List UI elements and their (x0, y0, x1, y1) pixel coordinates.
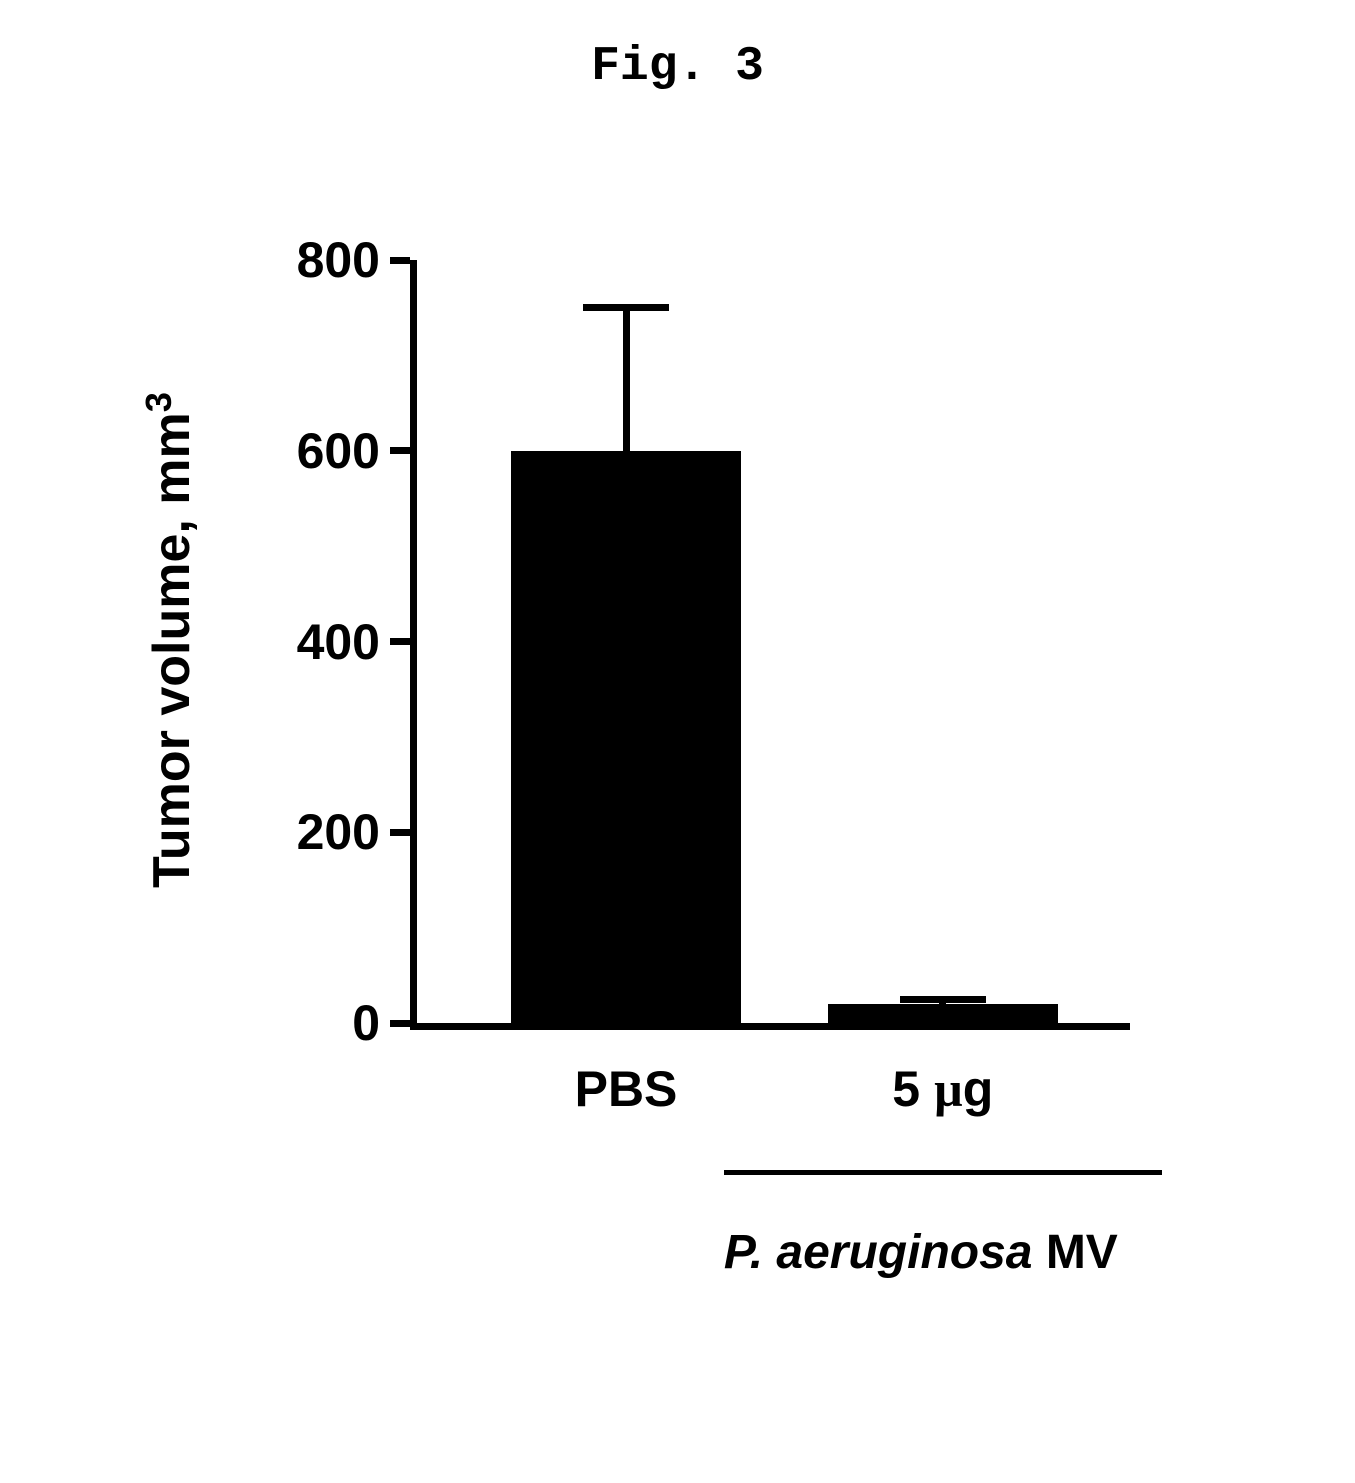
bar (511, 451, 741, 1023)
y-tick (390, 1020, 410, 1027)
error-bar-cap (583, 304, 669, 311)
error-bar-cap (900, 996, 986, 1003)
y-tick (390, 638, 410, 645)
group-bracket-line (724, 1170, 1162, 1175)
bar (828, 1004, 1058, 1023)
error-bar-line (623, 308, 630, 451)
y-axis-line (410, 260, 417, 1030)
plot-area: 0200400600800PBS5 µg (410, 260, 1130, 1030)
mu-glyph: µ (934, 1061, 963, 1117)
y-tick-label: 600 (180, 422, 380, 480)
y-tick-label: 800 (180, 231, 380, 289)
y-tick (390, 257, 410, 264)
y-tick (390, 447, 410, 454)
y-tick-label: 0 (180, 994, 380, 1052)
x-tick-label: PBS (575, 1060, 678, 1118)
figure-title: Fig. 3 (0, 40, 1355, 94)
x-tick-label-text: 5 (892, 1061, 934, 1117)
y-axis-label-sup: 3 (138, 392, 179, 412)
group-bracket-label: P. aeruginosa MV (724, 1225, 1118, 1280)
y-tick (390, 829, 410, 836)
x-tick-label-text: g (963, 1061, 994, 1117)
group-bracket-label-italic: P. aeruginosa (724, 1226, 1033, 1279)
page: Fig. 3 Tumor volume, mm3 0200400600800PB… (0, 0, 1355, 1483)
x-tick-label: 5 µg (892, 1060, 993, 1118)
group-bracket-label-plain: MV (1032, 1226, 1117, 1279)
x-axis-line (410, 1023, 1130, 1030)
bar-chart: Tumor volume, mm3 0200400600800PBS5 µg P… (130, 220, 1230, 1420)
y-tick-label: 200 (180, 803, 380, 861)
y-tick-label: 400 (180, 613, 380, 671)
